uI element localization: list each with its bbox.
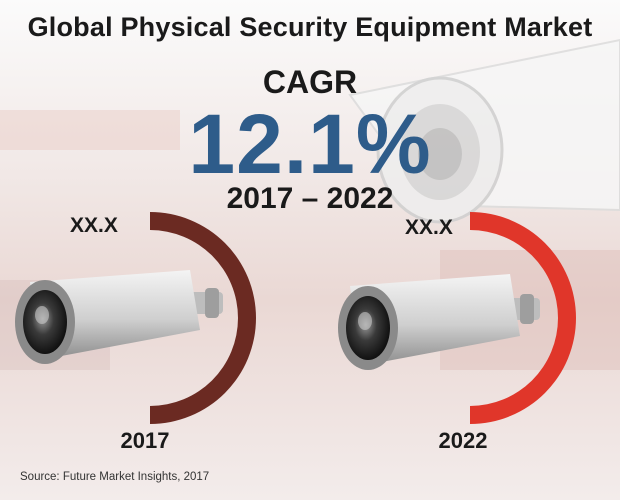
camera-icon-2022 [338, 274, 540, 370]
donut-2017 [150, 212, 256, 424]
source-note: Source: Future Market Insights, 2017 [20, 471, 210, 483]
donut-segment-2022 [470, 212, 576, 424]
background-blur-band [0, 110, 180, 150]
donut-2022 [470, 212, 576, 424]
value-label-2017: XX.X [70, 214, 118, 237]
page-title: Global Physical Security Equipment Marke… [27, 12, 593, 42]
background-camera-illustration [348, 38, 620, 224]
camera-icon-2017 [15, 270, 223, 364]
value-label-2022: XX.X [405, 216, 453, 239]
year-label-2017: 2017 [120, 428, 170, 453]
donut-segment-2017 [150, 212, 256, 424]
cagr-value: 12.1% [188, 97, 432, 191]
forecast-period: 2017 – 2022 [226, 182, 394, 215]
cagr-label: CAGR [262, 64, 358, 100]
year-label-2022: 2022 [438, 428, 488, 453]
